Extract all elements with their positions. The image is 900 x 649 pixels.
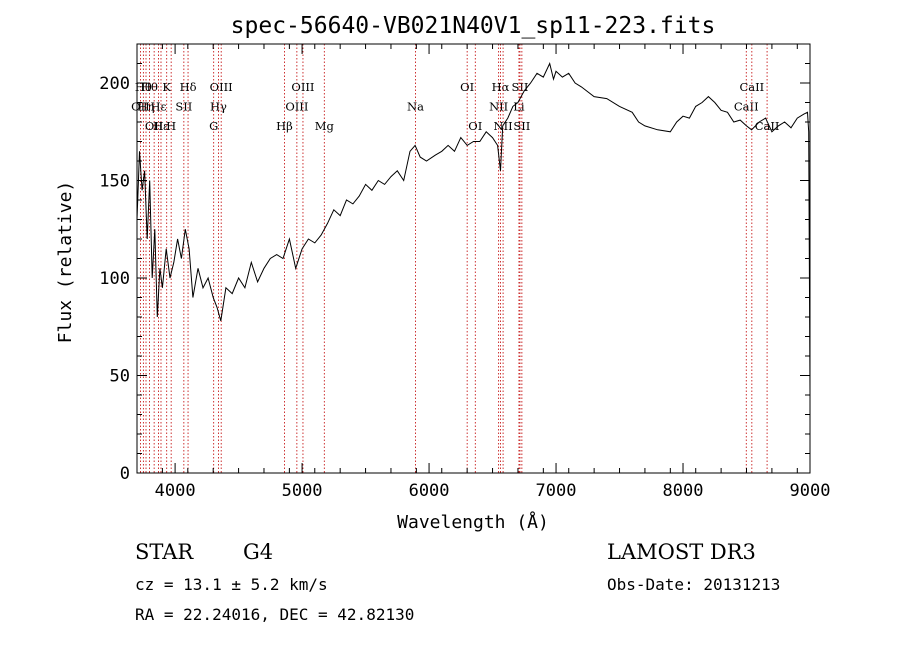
line-label-18: Na bbox=[407, 99, 424, 113]
line-label-3: Hθ bbox=[141, 80, 158, 94]
axis-ticks: 4000 5000 6000 7000 8000 9000 0 50 100 150 200 bbox=[99, 44, 830, 501]
spectrum-chart: spec-56640-VB021N40V1_sp11-223.fits OIIH… bbox=[55, 13, 830, 533]
line-label-17: Mg bbox=[315, 119, 335, 133]
line-label-0: OII bbox=[131, 99, 150, 113]
line-label-12: Hγ bbox=[210, 99, 227, 113]
line-label-16: OIII bbox=[291, 80, 314, 94]
survey-name: LAMOST DR3 bbox=[607, 540, 756, 564]
line-label-24: Li bbox=[513, 99, 525, 113]
plot-frame bbox=[136, 43, 811, 474]
line-label-5: Hε bbox=[150, 99, 166, 113]
y-tick-label-2: 100 bbox=[99, 269, 130, 289]
line-label-6: Hε bbox=[153, 119, 169, 133]
line-label-29: CaII bbox=[755, 119, 780, 133]
object-subclass: G4 bbox=[243, 540, 274, 564]
x-tick-label-4: 8000 bbox=[663, 481, 704, 501]
line-label-8: H bbox=[166, 119, 176, 133]
x-tick-label-1: 5000 bbox=[282, 481, 323, 501]
line-label-26: SII bbox=[513, 119, 530, 133]
x-tick-label-2: 6000 bbox=[409, 481, 450, 501]
x-axis-label: Wavelength (Å) bbox=[397, 511, 549, 533]
x-tick-label-0: 4000 bbox=[155, 481, 196, 501]
line-label-25: SII bbox=[511, 80, 528, 94]
observation-date: Obs-Date: 20131213 bbox=[607, 575, 781, 594]
x-tick-label-5: 9000 bbox=[790, 481, 831, 501]
line-label-21: NII bbox=[489, 99, 508, 113]
y-tick-label-3: 150 bbox=[99, 172, 130, 192]
line-label-13: OIII bbox=[210, 80, 233, 94]
line-label-11: G bbox=[209, 119, 218, 133]
line-label-15: OIII bbox=[285, 99, 308, 113]
coordinates: RA = 22.24016, DEC = 42.82130 bbox=[135, 605, 415, 624]
y-tick-label-0: 0 bbox=[120, 464, 130, 484]
line-label-20: OI bbox=[468, 119, 482, 133]
line-label-9: SII bbox=[175, 99, 192, 113]
y-axis-label: Flux (relative) bbox=[55, 181, 76, 344]
object-class: STAR bbox=[135, 540, 194, 564]
spectral-line-markers: OIIHθHηHθOIIHεHεKHSIIHδGHγOIIIHβOIIIOIII… bbox=[131, 44, 779, 473]
redshift-value: cz = 13.1 ± 5.2 km/s bbox=[135, 575, 328, 594]
line-label-19: OI bbox=[460, 80, 474, 94]
line-label-14: Hβ bbox=[276, 119, 293, 133]
chart-title: spec-56640-VB021N40V1_sp11-223.fits bbox=[231, 13, 716, 39]
x-tick-label-3: 7000 bbox=[536, 481, 577, 501]
line-label-22: Hα bbox=[492, 80, 510, 94]
y-tick-label-1: 50 bbox=[110, 367, 130, 387]
line-label-7: K bbox=[162, 80, 171, 94]
line-label-27: CaII bbox=[734, 99, 759, 113]
line-label-28: CaII bbox=[739, 80, 764, 94]
line-label-10: Hδ bbox=[180, 80, 197, 94]
flux-series-line bbox=[136, 62, 811, 396]
y-tick-label-4: 200 bbox=[99, 74, 130, 94]
